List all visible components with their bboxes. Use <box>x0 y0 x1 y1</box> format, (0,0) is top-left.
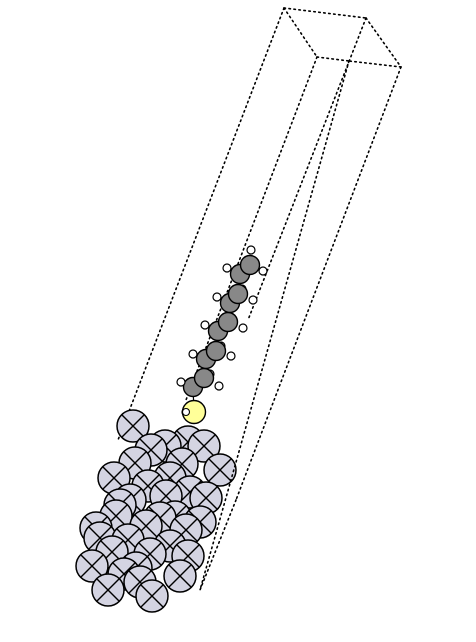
cell-top-edge <box>283 7 367 19</box>
carbon-atom <box>205 340 227 362</box>
metal-atom <box>135 579 169 613</box>
hydrogen-atom <box>214 381 224 391</box>
cell-long-edge <box>117 7 285 441</box>
hydrogen-atom <box>200 320 210 330</box>
cell-top-edge <box>348 60 402 68</box>
alkanethiol-chain <box>176 245 268 425</box>
carbon-atom <box>193 367 215 389</box>
metal-atom <box>75 549 109 583</box>
carbon-atom <box>227 283 249 305</box>
simulation-cell-front-edges <box>199 60 402 591</box>
hydrogen-atom <box>246 245 256 255</box>
hydrogen-atom <box>222 263 232 273</box>
hydrogen-atom <box>181 407 191 417</box>
cell-long-edge <box>185 56 318 401</box>
simulation-cell-back-edges <box>117 7 402 441</box>
metal-atom <box>203 453 237 487</box>
cell-top-edge <box>316 56 350 62</box>
carbon-atom <box>239 254 261 276</box>
cell-long-edge <box>199 60 350 591</box>
cell-top-edge <box>283 7 318 58</box>
cell-long-edge <box>247 17 367 321</box>
hydrogen-atom <box>238 323 248 333</box>
metal-slab <box>75 409 237 613</box>
hydrogen-atom <box>188 349 198 359</box>
cell-top-edge <box>365 17 402 68</box>
hydrogen-atom <box>226 351 236 361</box>
hydrogen-atom <box>258 266 268 276</box>
cell-bottom-edge <box>199 499 237 591</box>
carbon-atom <box>217 311 239 333</box>
metal-atom <box>163 559 197 593</box>
metal-atom <box>187 429 221 463</box>
hydrogen-atom <box>248 295 258 305</box>
hydrogen-atom <box>212 292 222 302</box>
hydrogen-atom <box>176 377 186 387</box>
metal-atom <box>91 573 125 607</box>
metal-atom <box>116 409 150 443</box>
cell-long-edge <box>235 66 402 501</box>
